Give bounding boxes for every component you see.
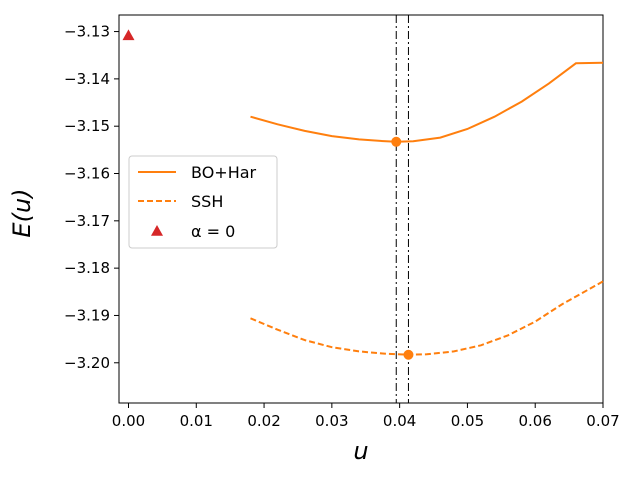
- y-tick-label: −3.17: [64, 212, 110, 230]
- series-line-bo-har: [250, 61, 604, 143]
- x-axis-ticks: 0.00 0.01 0.02 0.03 0.04 0.05 0.06 0.07: [112, 403, 620, 430]
- y-tick-label: −3.16: [64, 165, 110, 183]
- legend-label-bo-har: BO+Har: [191, 163, 257, 182]
- x-tick-label: 0.02: [247, 412, 280, 430]
- x-tick-label: 0.04: [383, 412, 416, 430]
- minimum-reference-lines: [395, 15, 409, 403]
- series-line-ssh: [250, 280, 604, 356]
- y-tick-label: −3.14: [64, 70, 110, 88]
- y-axis-label: E(u): [8, 188, 36, 237]
- x-tick-label: 0.00: [112, 412, 145, 430]
- y-tick-label: −3.19: [64, 306, 110, 324]
- legend-label-alpha-zero: α = 0: [191, 222, 235, 241]
- legend-swatch-alpha-zero: [151, 225, 163, 236]
- plot-frame: [118, 14, 604, 404]
- y-axis-ticks: −3.13 −3.14 −3.15 −3.16 −3.17 −3.18 −3.19 −3.20: [64, 23, 119, 372]
- x-tick-label: 0.06: [519, 412, 552, 430]
- y-tick-label: −3.13: [64, 23, 110, 41]
- legend-box: [128, 155, 278, 249]
- alpha-zero-marker: [122, 29, 135, 41]
- legend-label-ssh: SSH: [191, 192, 223, 211]
- y-tick-label: −3.15: [64, 117, 110, 135]
- x-axis-label: u: [353, 437, 368, 465]
- plot-area: [118, 14, 604, 404]
- y-tick-label: −3.20: [64, 354, 110, 372]
- legend: BO+Har SSH α = 0: [128, 155, 278, 249]
- x-tick-label: 0.01: [180, 412, 213, 430]
- x-tick-label: 0.03: [315, 412, 348, 430]
- minimum-marker: [403, 349, 414, 360]
- x-tick-label: 0.07: [586, 412, 619, 430]
- minimum-marker: [391, 136, 402, 147]
- x-tick-label: 0.05: [451, 412, 484, 430]
- y-tick-label: −3.18: [64, 259, 110, 277]
- series-layer: [250, 61, 604, 356]
- markers-layer: [122, 29, 414, 360]
